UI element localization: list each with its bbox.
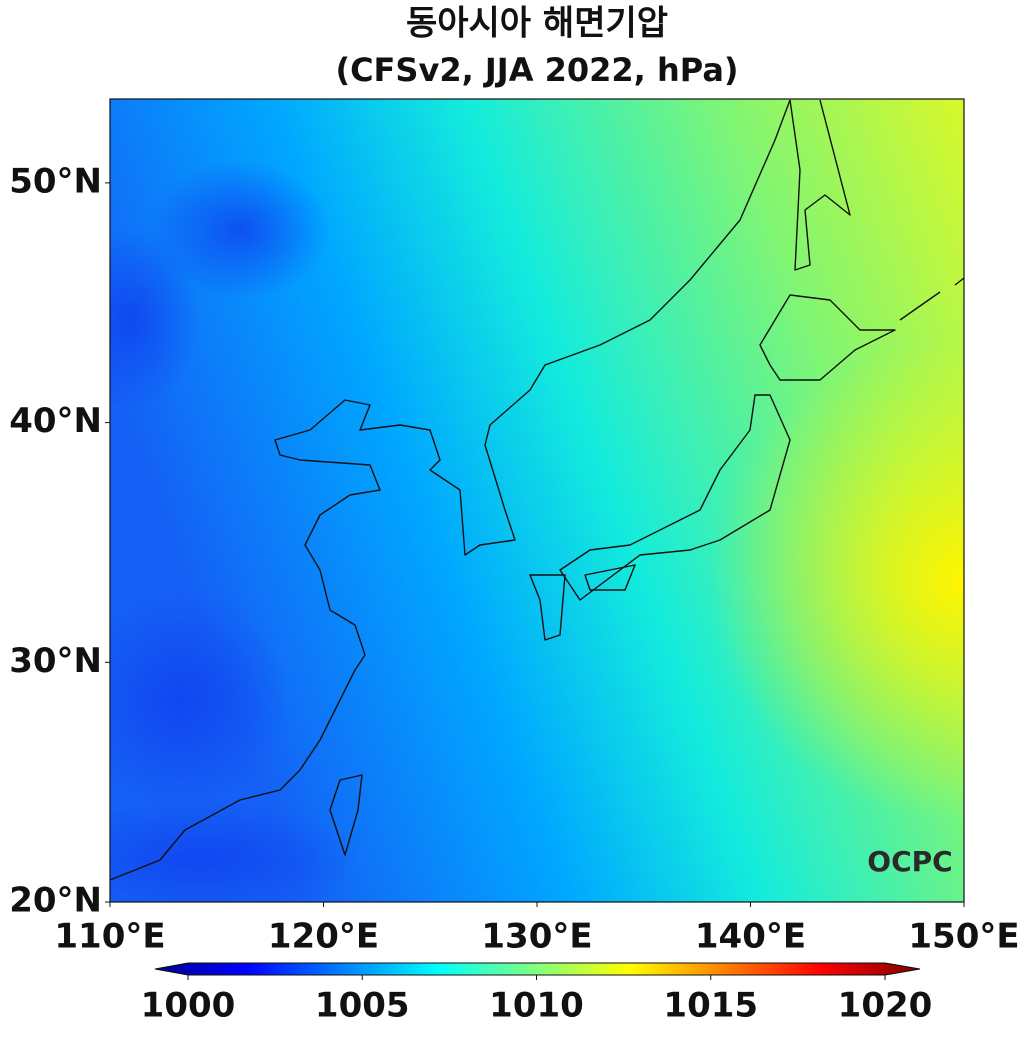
low-pressure <box>110 800 360 902</box>
lon-tick-label: 110°E <box>54 917 165 957</box>
shikoku <box>584 564 636 591</box>
logo: OCPC <box>867 845 952 878</box>
coastline <box>110 99 791 881</box>
colorbar-tick-label: 1005 <box>315 986 410 1026</box>
lon-tick-label: 140°E <box>695 917 806 957</box>
kuril-islands <box>899 277 964 321</box>
title: 동아시아 해면기압 <box>406 4 668 44</box>
lat-tick-label: 40°N <box>9 401 102 441</box>
lon-tick-label: 130°E <box>481 917 592 957</box>
lon-tick-label: 120°E <box>268 917 379 957</box>
lat-tick-label: 30°N <box>9 641 102 681</box>
honshu <box>559 394 791 601</box>
lat-tick-label: 50°N <box>9 161 102 201</box>
low-pressure <box>110 230 200 410</box>
low-pressure <box>110 590 290 810</box>
colorbar-tick-label: 1020 <box>838 986 933 1026</box>
lon-tick-label: 150°E <box>908 917 1019 957</box>
colorbar-tick-label: 1000 <box>141 986 236 1026</box>
map-field <box>110 99 964 902</box>
taiwan <box>329 774 363 856</box>
colorbar <box>154 962 921 976</box>
hokkaido <box>759 294 896 381</box>
low-pressure <box>150 160 330 300</box>
kyushu <box>529 574 566 641</box>
sakhalin <box>789 99 851 271</box>
colorbar-tick-label: 1015 <box>663 986 758 1026</box>
lat-tick-label: 20°N <box>9 881 102 921</box>
colorbar-tick-label: 1010 <box>489 986 584 1026</box>
subtitle: (CFSv2, JJA 2022, hPa) <box>335 51 738 89</box>
